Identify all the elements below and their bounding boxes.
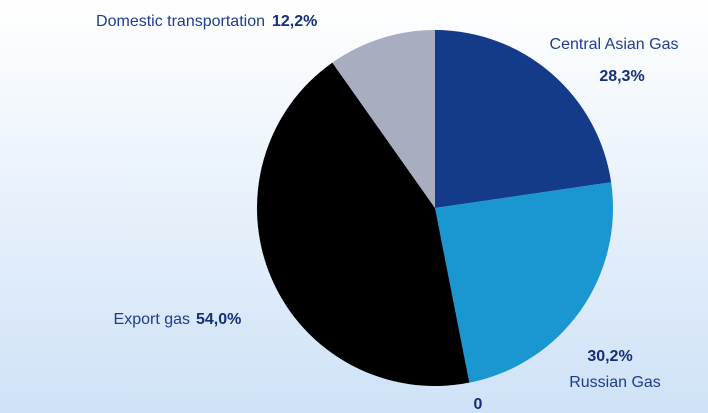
slice-label: Central Asian Gas bbox=[550, 36, 679, 53]
slice-value: 30,2% bbox=[587, 348, 632, 365]
slice-value: 28,3% bbox=[599, 68, 644, 85]
slice-value: 12,2% bbox=[272, 13, 317, 30]
pie-slice bbox=[332, 30, 435, 208]
slice-value: 0 bbox=[474, 396, 483, 413]
slice-label: Russian Gas bbox=[569, 374, 661, 391]
slice-value: 54,0% bbox=[196, 311, 241, 328]
pie-slice bbox=[435, 182, 613, 383]
slice-label: Domestic transportation bbox=[96, 13, 265, 30]
slice-label: Export gas bbox=[114, 311, 190, 328]
pie-slice bbox=[435, 30, 612, 208]
pie-slice bbox=[256, 62, 470, 386]
